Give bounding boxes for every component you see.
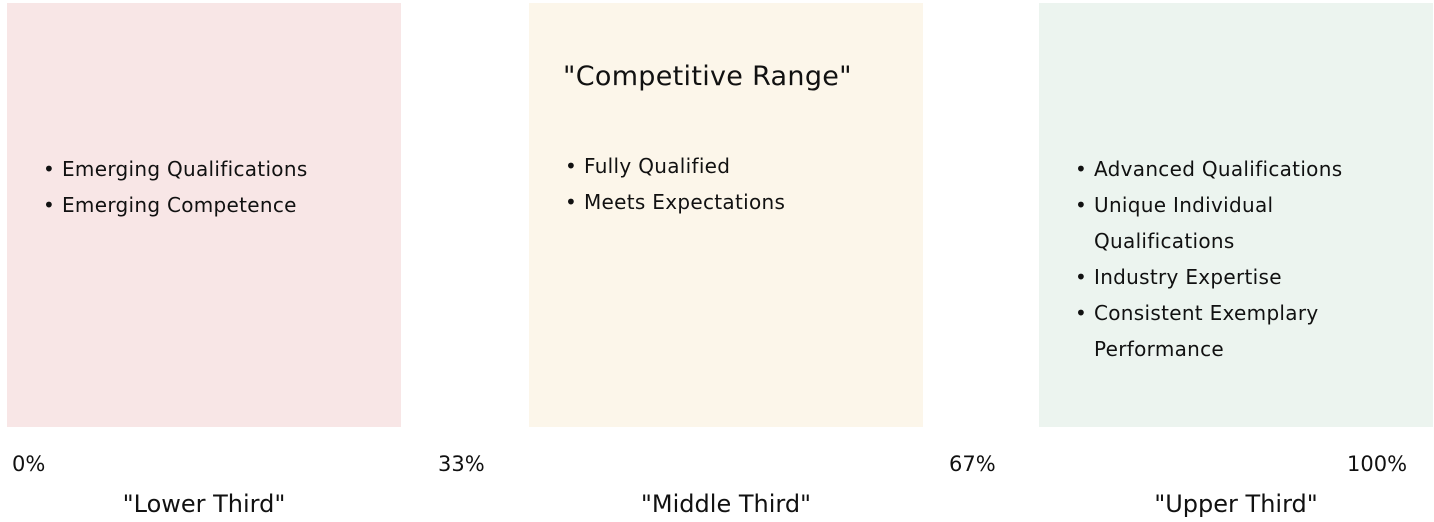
box-title: "Competitive Range" bbox=[563, 61, 852, 92]
bullet-item: Emerging Qualifications bbox=[43, 151, 381, 187]
bullet-item: Industry Expertise bbox=[1075, 259, 1413, 295]
percent-marker: 67% bbox=[949, 452, 996, 476]
bullet-item: Consistent Exemplary Performance bbox=[1075, 295, 1413, 367]
range-label: "Lower Third" bbox=[122, 490, 286, 518]
bullet-list: Fully QualifiedMeets Expectations bbox=[529, 148, 923, 220]
range-label: "Middle Third" bbox=[640, 490, 812, 518]
bullet-item: Emerging Competence bbox=[43, 187, 381, 223]
bullet-item: Fully Qualified bbox=[565, 148, 903, 184]
percent-marker: 33% bbox=[438, 452, 485, 476]
lower-box: Emerging QualificationsEmerging Competen… bbox=[7, 3, 401, 427]
percent-marker: 0% bbox=[12, 452, 46, 476]
bullet-list: Advanced QualificationsUnique Individual… bbox=[1039, 151, 1433, 367]
percent-marker: 100% bbox=[1347, 452, 1408, 476]
middle-box: "Competitive Range" Fully QualifiedMeets… bbox=[529, 3, 923, 427]
bullet-item: Advanced Qualifications bbox=[1075, 151, 1413, 187]
bullet-item: Meets Expectations bbox=[565, 184, 903, 220]
bullet-list: Emerging QualificationsEmerging Competen… bbox=[7, 151, 401, 223]
upper-box: Advanced QualificationsUnique Individual… bbox=[1039, 3, 1433, 427]
bullet-item: Unique Individual Qualifications bbox=[1075, 187, 1413, 259]
range-label: "Upper Third" bbox=[1154, 490, 1318, 518]
